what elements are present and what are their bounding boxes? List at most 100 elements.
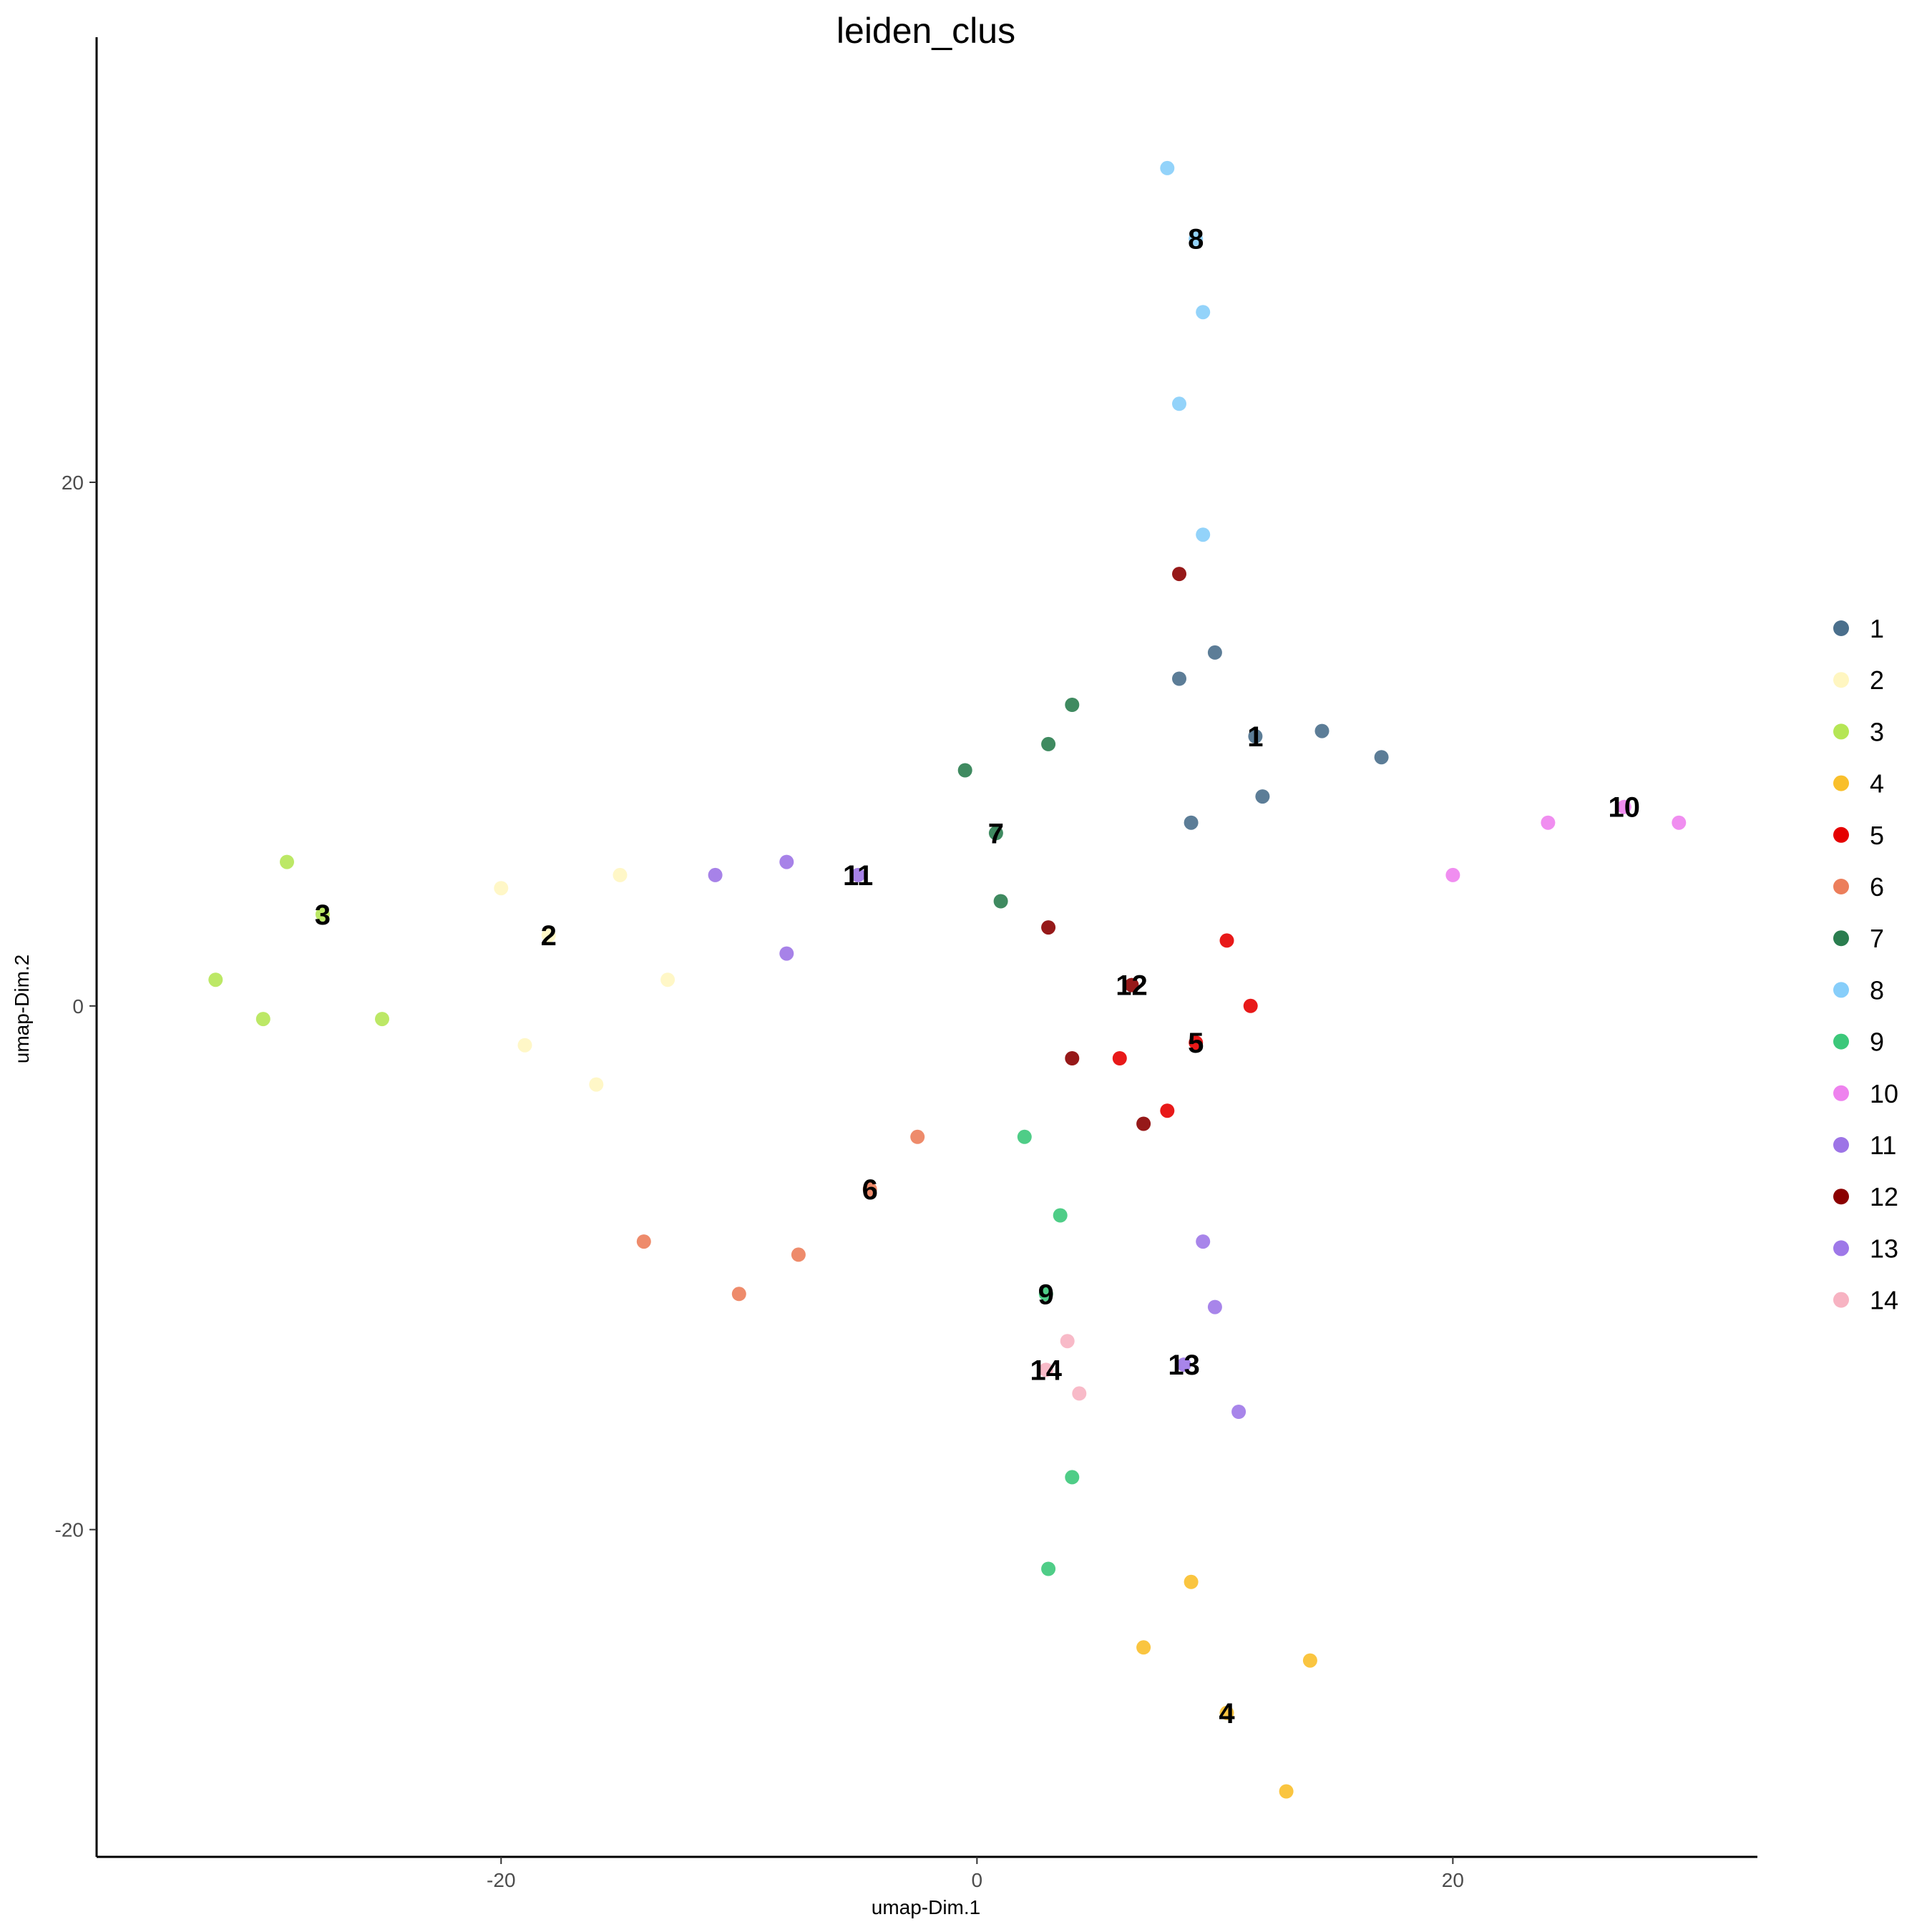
data-point-cluster-1	[1184, 815, 1199, 830]
data-point-cluster-2	[517, 1038, 532, 1053]
data-point-cluster-8	[1160, 160, 1175, 175]
data-point-cluster-8	[1196, 305, 1211, 320]
data-point-cluster-6	[791, 1247, 806, 1262]
data-point-cluster-5	[1160, 1103, 1175, 1118]
data-point-cluster-1	[1374, 750, 1389, 765]
data-point-cluster-5	[1189, 1035, 1204, 1050]
data-point-cluster-11	[851, 867, 866, 882]
data-point-cluster-13	[1207, 1299, 1222, 1314]
data-point-cluster-4	[1279, 1784, 1294, 1799]
legend-swatch-2	[1833, 672, 1849, 688]
data-point-cluster-11	[779, 854, 794, 869]
data-point-cluster-1	[1248, 729, 1263, 743]
data-point-cluster-1	[1314, 723, 1330, 738]
cluster-label-1: 1	[1247, 721, 1263, 753]
data-point-cluster-3	[208, 972, 223, 987]
data-point-cluster-7	[957, 763, 972, 778]
legend-swatch-4	[1833, 775, 1849, 791]
legend-swatch-12	[1833, 1189, 1849, 1205]
data-point-cluster-6	[910, 1129, 925, 1144]
data-point-cluster-7	[988, 826, 1003, 841]
data-point-cluster-10	[1616, 799, 1631, 814]
legend-label-14: 14	[1870, 1286, 1898, 1315]
legend-label-2: 2	[1870, 665, 1884, 695]
data-point-cluster-9	[1041, 1561, 1056, 1576]
y-axis-title: umap-Dim.2	[11, 955, 33, 1063]
legend-label-9: 9	[1870, 1028, 1884, 1057]
data-point-cluster-4	[1302, 1653, 1317, 1668]
data-point-cluster-9	[1053, 1208, 1068, 1223]
x-tick-label: 0	[972, 1869, 983, 1891]
legend-label-10: 10	[1870, 1079, 1898, 1108]
data-point-cluster-13	[1196, 1234, 1211, 1249]
cluster-label-3: 3	[315, 899, 331, 931]
data-point-cluster-8	[1189, 231, 1204, 246]
data-point-cluster-4	[1136, 1640, 1151, 1655]
data-point-cluster-4	[1184, 1574, 1199, 1589]
legend-label-7: 7	[1870, 924, 1884, 953]
cluster-label-13: 13	[1168, 1350, 1200, 1381]
legend-label-8: 8	[1870, 975, 1884, 1005]
legend-swatch-6	[1833, 879, 1849, 894]
data-point-cluster-11	[779, 946, 794, 961]
cluster-label-10: 10	[1609, 792, 1641, 824]
cluster-label-2: 2	[541, 920, 557, 952]
legend-swatch-8	[1833, 982, 1849, 998]
legend-swatch-11	[1833, 1137, 1849, 1153]
data-point-cluster-10	[1672, 815, 1687, 830]
data-point-cluster-8	[1172, 396, 1186, 411]
data-point-cluster-1	[1172, 671, 1186, 686]
legend-swatch-14	[1833, 1292, 1849, 1308]
legend-swatch-9	[1833, 1033, 1849, 1050]
cluster-label-8: 8	[1188, 224, 1204, 255]
x-axis-ticks: -20 0 20	[487, 1857, 1464, 1891]
y-axis-ticks: -20 0 20	[55, 472, 97, 1541]
data-point-cluster-12	[1172, 567, 1186, 582]
legend-label-12: 12	[1870, 1182, 1898, 1211]
legend-label-5: 5	[1870, 821, 1884, 850]
data-point-cluster-3	[280, 854, 294, 869]
data-point-cluster-3	[375, 1012, 389, 1027]
legend-label-1: 1	[1870, 614, 1884, 643]
x-tick-label: -20	[487, 1869, 515, 1891]
data-point-cluster-9	[1017, 1129, 1032, 1144]
cluster-label-4: 4	[1219, 1698, 1235, 1729]
cluster-label-7: 7	[988, 818, 1004, 849]
legend-label-6: 6	[1870, 872, 1884, 902]
data-point-cluster-6	[731, 1287, 746, 1302]
data-point-cluster-5	[1112, 1051, 1127, 1065]
y-tick-label: 20	[62, 472, 84, 494]
data-point-cluster-7	[993, 894, 1008, 909]
legend-swatch-1	[1833, 620, 1849, 636]
y-tick-label: 0	[72, 995, 84, 1018]
data-point-cluster-10	[1445, 867, 1460, 882]
data-point-cluster-7	[1065, 698, 1080, 712]
data-point-cluster-1	[1255, 789, 1270, 804]
x-axis-title: umap-Dim.1	[872, 1896, 980, 1918]
data-point-cluster-12	[1124, 977, 1139, 992]
data-point-cluster-13	[1176, 1357, 1191, 1372]
legend-swatch-10	[1833, 1085, 1849, 1101]
data-point-cluster-11	[708, 867, 723, 882]
legend-label-13: 13	[1870, 1234, 1898, 1263]
data-point-cluster-6	[862, 1182, 877, 1196]
data-point-cluster-9	[1065, 1470, 1080, 1485]
data-point-cluster-2	[660, 972, 675, 987]
cluster-label-11: 11	[843, 860, 873, 892]
legend-swatch-7	[1833, 930, 1849, 947]
x-tick-label: 20	[1442, 1869, 1464, 1891]
data-point-cluster-3	[255, 1012, 270, 1027]
data-point-cluster-13	[1231, 1405, 1246, 1419]
data-point-cluster-2	[541, 928, 556, 942]
data-point-cluster-14	[1072, 1386, 1087, 1401]
data-point-cluster-7	[1041, 736, 1056, 751]
legend-swatch-5	[1833, 826, 1849, 843]
data-point-cluster-9	[1038, 1287, 1053, 1302]
scatter-points	[208, 160, 1687, 1799]
data-point-cluster-5	[1243, 998, 1258, 1013]
data-point-cluster-2	[613, 867, 628, 882]
